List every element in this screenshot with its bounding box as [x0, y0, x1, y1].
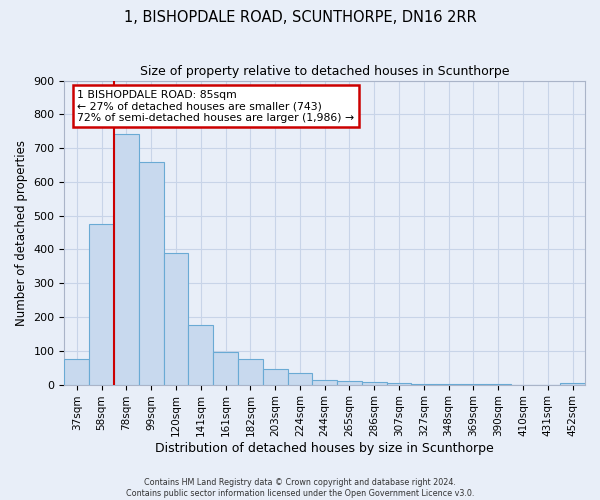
Text: 1 BISHOPDALE ROAD: 85sqm
← 27% of detached houses are smaller (743)
72% of semi-: 1 BISHOPDALE ROAD: 85sqm ← 27% of detach…: [77, 90, 355, 123]
Bar: [238, 360, 263, 384]
Bar: [287, 374, 313, 384]
Bar: [362, 382, 386, 384]
Bar: [89, 224, 114, 384]
Bar: [386, 383, 412, 384]
Bar: [213, 352, 238, 384]
Bar: [188, 326, 213, 384]
Bar: [313, 380, 337, 384]
Bar: [64, 360, 89, 384]
Bar: [114, 134, 139, 384]
Bar: [560, 383, 585, 384]
Y-axis label: Number of detached properties: Number of detached properties: [15, 140, 28, 326]
Title: Size of property relative to detached houses in Scunthorpe: Size of property relative to detached ho…: [140, 65, 509, 78]
Text: 1, BISHOPDALE ROAD, SCUNTHORPE, DN16 2RR: 1, BISHOPDALE ROAD, SCUNTHORPE, DN16 2RR: [124, 10, 476, 25]
X-axis label: Distribution of detached houses by size in Scunthorpe: Distribution of detached houses by size …: [155, 442, 494, 455]
Text: Contains HM Land Registry data © Crown copyright and database right 2024.
Contai: Contains HM Land Registry data © Crown c…: [126, 478, 474, 498]
Bar: [164, 253, 188, 384]
Bar: [139, 162, 164, 384]
Bar: [263, 368, 287, 384]
Bar: [337, 381, 362, 384]
